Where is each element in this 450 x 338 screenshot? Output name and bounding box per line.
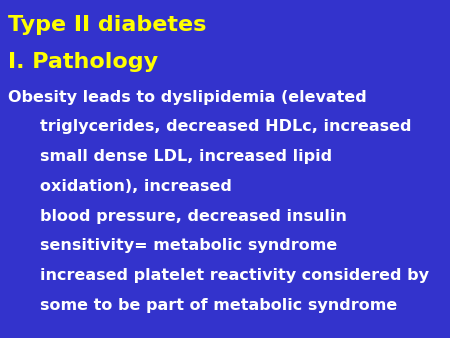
- Text: I. Pathology: I. Pathology: [8, 52, 158, 72]
- Text: Obesity leads to dyslipidemia (elevated: Obesity leads to dyslipidemia (elevated: [8, 90, 367, 104]
- Text: blood pressure, decreased insulin: blood pressure, decreased insulin: [40, 209, 347, 223]
- Text: Type II diabetes: Type II diabetes: [8, 15, 207, 35]
- Text: oxidation), increased: oxidation), increased: [40, 179, 232, 194]
- Text: sensitivity= metabolic syndrome: sensitivity= metabolic syndrome: [40, 238, 338, 253]
- Text: triglycerides, decreased HDLc, increased: triglycerides, decreased HDLc, increased: [40, 119, 412, 134]
- Text: some to be part of metabolic syndrome: some to be part of metabolic syndrome: [40, 298, 398, 313]
- Text: increased platelet reactivity considered by: increased platelet reactivity considered…: [40, 268, 429, 283]
- Text: small dense LDL, increased lipid: small dense LDL, increased lipid: [40, 149, 333, 164]
